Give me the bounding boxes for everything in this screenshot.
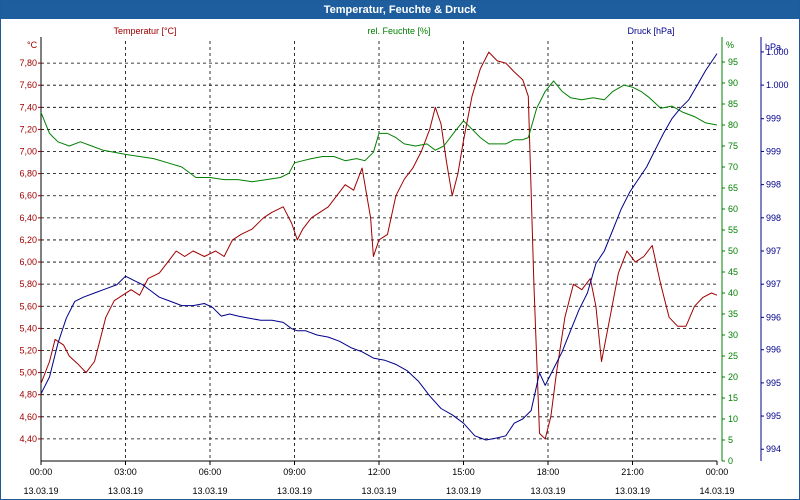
time-axis: 00:00 13.03.19 03:00 13.03.19 06:00 13.03.19 0… [23,461,735,496]
temperature-tick-label: 5,80 [19,279,37,289]
x-tick-date: 13.03.19 [361,486,396,496]
humidity-tick-label: 50 [728,246,738,256]
temperature-axis: 4,40 4,60 4,80 5,00 5,20 5,40 5,60 5,80 6,00 6,20… [19,58,41,444]
temperature-tick-label: 7,00 [19,147,37,157]
humidity-tick-label: 70 [728,162,738,172]
temperature-tick-label: 4,80 [19,390,37,400]
temperature-tick-label: 5,40 [19,323,37,333]
axis-titles: °C Temperatur [°C] rel. Feuchte [%] Druck [… [27,26,781,52]
pressure-tick-label: 999 [766,114,781,124]
humidity-tick-label: 90 [728,78,738,88]
temperature-tick-label: 7,80 [19,58,37,68]
humidity-tick-label: 95 [728,57,738,67]
humidity-tick-label: 40 [728,288,738,298]
humidity-tick-label: 45 [728,267,738,277]
x-tick-date: 13.03.19 [108,486,143,496]
x-tick-date: 13.03.19 [23,486,58,496]
x-tick-date: 13.03.19 [615,486,650,496]
humidity-axis-title: rel. Feuchte [%] [367,26,430,36]
humidity-tick-label: 0 [728,456,733,466]
temperature-tick-label: 7,40 [19,102,37,112]
temperature-tick-label: 6,20 [19,235,37,245]
temperature-axis-title: Temperatur [°C] [113,26,176,36]
x-tick-date: 13.03.19 [446,486,481,496]
x-tick-date: 14.03.19 [699,486,734,496]
humidity-tick-label: 60 [728,204,738,214]
pressure-tick-label: 994 [766,444,781,454]
x-tick-time: 00:00 [30,467,53,477]
x-tick-time: 03:00 [114,467,137,477]
humidity-tick-label: 10 [728,414,738,424]
temperature-tick-label: 6,40 [19,213,37,223]
temperature-tick-label: 7,20 [19,124,37,134]
humidity-tick-label: 20 [728,372,738,382]
temperature-unit: °C [27,40,38,50]
grid [41,41,717,461]
humidity-tick-label: 35 [728,309,738,319]
humidity-tick-label: 25 [728,351,738,361]
humidity-axis: 0 5 10 15 20 25 30 35 40 45 50 55 60 65 70 75 80 85 90 95 [722,57,738,466]
temperature-tick-label: 7,60 [19,80,37,90]
x-tick-time: 15:00 [452,467,475,477]
pressure-tick-label: 995 [766,378,781,388]
temperature-tick-label: 5,60 [19,301,37,311]
temperature-tick-label: 6,60 [19,191,37,201]
humidity-tick-label: 75 [728,141,738,151]
window-title: Temperatur, Feuchte & Druck [1,1,799,19]
pressure-tick-label: 997 [766,246,781,256]
pressure-tick-label: 995 [766,411,781,421]
x-tick-time: 06:00 [199,467,222,477]
x-tick-date: 13.03.19 [192,486,227,496]
x-tick-time: 18:00 [537,467,560,477]
x-tick-time: 21:00 [621,467,644,477]
temperature-tick-label: 6,00 [19,257,37,267]
pressure-line [40,53,718,441]
pressure-tick-label: 998 [766,180,781,190]
humidity-tick-label: 85 [728,99,738,109]
humidity-line [40,80,718,183]
humidity-tick-label: 80 [728,120,738,130]
temperature-tick-label: 4,40 [19,434,37,444]
humidity-tick-label: 55 [728,225,738,235]
temperature-tick-label: 4,60 [19,412,37,422]
line-chart: 4,40 4,60 4,80 5,00 5,20 5,40 5,60 5,80 6,00 6,20… [19,26,789,496]
x-tick-time: 12:00 [368,467,391,477]
temperature-tick-label: 6,80 [19,169,37,179]
humidity-tick-label: 30 [728,330,738,340]
pressure-tick-label: 998 [766,213,781,223]
humidity-tick-label: 5 [728,435,733,445]
pressure-tick-label: 996 [766,312,781,322]
pressure-tick-label: 997 [766,279,781,289]
pressure-tick-label: 1.000 [766,80,789,90]
temperature-tick-label: 5,00 [19,368,37,378]
pressure-tick-label: 996 [766,345,781,355]
x-tick-time: 00:00 [706,467,729,477]
temperature-line [40,51,718,440]
pressure-axis-title: Druck [hPa] [627,26,674,36]
series-lines [40,51,718,441]
humidity-tick-label: 15 [728,393,738,403]
x-tick-date: 13.03.19 [530,486,565,496]
humidity-unit: % [726,40,734,50]
pressure-tick-label: 1.000 [766,47,789,57]
pressure-axis: 994 995 995 996 996 997 997 998 998 999 999 1.000 1.… [761,47,789,454]
temperature-tick-label: 5,20 [19,345,37,355]
x-tick-date: 13.03.19 [277,486,312,496]
humidity-tick-label: 65 [728,183,738,193]
x-tick-time: 09:00 [283,467,306,477]
pressure-unit: hPa [765,42,781,52]
pressure-tick-label: 999 [766,146,781,156]
